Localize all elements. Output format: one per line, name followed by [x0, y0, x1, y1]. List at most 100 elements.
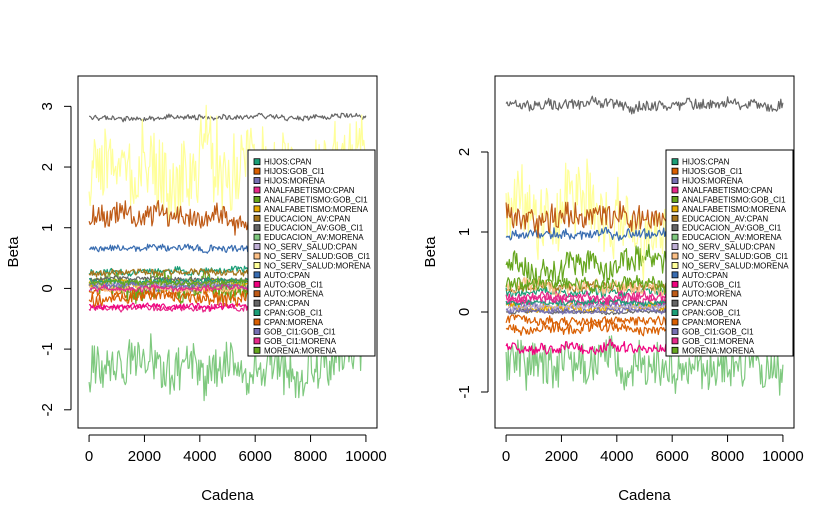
legend-label: CPAN:GOB_CI1	[264, 309, 323, 318]
legend-label: NO_SERV_SALUD:GOB_CI1	[682, 252, 789, 261]
x-axis-label: Cadena	[618, 487, 671, 504]
plot-frame	[494, 75, 795, 429]
legend-label: EDUCACION_AV:CPAN	[264, 214, 350, 223]
legend-swatch	[253, 318, 261, 326]
y-axis-label: Beta	[422, 236, 439, 268]
legend-label: NO_SERV_SALUD:CPAN	[264, 243, 357, 252]
legend-label: AUTO:MORENA	[264, 290, 324, 299]
legend: HIJOS:CPANHIJOS:GOB_CI1HIJOS:MORENAANALF…	[247, 149, 376, 357]
legend-label: ANALFABETISMO:CPAN	[682, 186, 773, 195]
x-tick-label: 8000	[294, 448, 327, 465]
x-tick-label: 2000	[128, 448, 161, 465]
y-tick-label: 0	[456, 308, 473, 316]
legend-swatch	[671, 224, 679, 232]
legend-label: EDUCACION_AV:MORENA	[264, 233, 364, 242]
legend-label: EDUCACION_AV:CPAN	[682, 214, 768, 223]
legend-swatch	[253, 167, 261, 175]
legend-label: NO_SERV_SALUD:CPAN	[682, 243, 775, 252]
series-line-EDUCACION_AV:MORENA	[505, 335, 784, 396]
legend-label: NO_SERV_SALUD:MORENA	[682, 261, 789, 270]
legend-swatch	[253, 309, 261, 316]
y-tick-label: -1	[456, 385, 473, 398]
legend-swatch	[253, 271, 261, 279]
legend-swatch	[671, 271, 679, 279]
legend-box	[665, 149, 794, 357]
x-tick-label: 6000	[655, 448, 688, 465]
legend-label: GOB_CI1:MORENA	[682, 337, 755, 346]
legend-swatch	[253, 196, 261, 203]
y-tick-label: 1	[39, 224, 56, 232]
legend-swatch	[253, 186, 261, 194]
legend-label: CPAN:GOB_CI1	[682, 309, 741, 318]
y-tick-label: -2	[39, 403, 56, 416]
legend-label: MORENA:MORENA	[264, 346, 337, 355]
legend-swatch	[671, 214, 679, 222]
legend-label: AUTO:MORENA	[682, 290, 742, 299]
legend-swatch	[253, 262, 261, 269]
legend-swatch	[671, 167, 679, 175]
legend-label: GOB_CI1:MORENA	[264, 337, 337, 346]
legend-label: AUTO:GOB_CI1	[682, 280, 742, 289]
legend-label: ANALFABETISMO:MORENA	[264, 205, 369, 214]
x-tick-label: 10000	[762, 448, 804, 465]
legend-label: ANALFABETISMO:MORENA	[682, 205, 787, 214]
legend-swatch	[253, 280, 261, 288]
legend-swatch	[253, 224, 261, 232]
legend-swatch	[671, 299, 679, 307]
legend-label: NO_SERV_SALUD:GOB_CI1	[264, 252, 371, 261]
legend-swatch	[671, 262, 679, 269]
legend-label: AUTO:CPAN	[264, 271, 310, 280]
legend-box	[247, 149, 376, 357]
legend-label: HIJOS:CPAN	[264, 158, 312, 167]
x-tick-label: 0	[85, 448, 93, 465]
y-tick-label: 3	[39, 102, 56, 110]
legend-swatch	[671, 205, 679, 213]
legend-swatch	[253, 214, 261, 222]
legend-label: AUTO:GOB_CI1	[264, 280, 324, 289]
legend-label: EDUCACION_AV:GOB_CI1	[682, 224, 782, 233]
legend-label: HIJOS:CPAN	[682, 158, 730, 167]
series-line-EDUCACION_AV:MORENA	[88, 329, 367, 402]
legend-label: EDUCACION_AV:GOB_CI1	[264, 224, 364, 233]
legend-swatch	[671, 233, 679, 241]
legend-swatch	[253, 205, 261, 213]
legend-swatch	[671, 346, 679, 354]
legend-label: HIJOS:MORENA	[682, 177, 744, 186]
x-tick-label: 8000	[711, 448, 744, 465]
legend-swatch	[671, 290, 679, 298]
y-axis: -2 -1 0 1 2 3	[39, 102, 72, 416]
chart-panel-2: 0 2000 4000 6000 8000 10000 Cadena -1 0 1 2 Beta HIJ…	[422, 75, 804, 504]
legend-swatch	[253, 243, 261, 250]
legend-swatch	[671, 177, 679, 184]
y-tick-label: 0	[39, 284, 56, 292]
legend-swatch	[671, 328, 679, 335]
legend-label: HIJOS:GOB_CI1	[264, 167, 325, 176]
legend-label: ANALFABETISMO:GOB_CI1	[682, 195, 786, 204]
x-axis: 0 2000 4000 6000 8000 10000	[502, 434, 804, 465]
legend-swatch	[671, 337, 679, 345]
legend-swatch	[671, 158, 679, 166]
legend-label: GOB_CI1:GOB_CI1	[682, 327, 754, 336]
legend-label: CPAN:CPAN	[682, 299, 728, 308]
chart-panel-1: 0 2000 4000 6000 8000 10000 Cadena -2 -1 0 1 2 3 Beta…	[5, 75, 387, 504]
series-line-EDUCACION_AV:GOB_CI1	[505, 95, 784, 115]
legend-label: NO_SERV_SALUD:MORENA	[264, 261, 371, 270]
legend-swatch	[671, 318, 679, 326]
legend-label: CPAN:MORENA	[682, 318, 742, 327]
legend-swatch	[253, 299, 261, 307]
legend-swatch	[671, 280, 679, 288]
legend-label: EDUCACION_AV:MORENA	[682, 233, 782, 242]
legend-label: HIJOS:GOB_CI1	[682, 167, 743, 176]
legend-swatch	[253, 177, 261, 184]
y-tick-label: 1	[456, 228, 473, 236]
legend-swatch	[671, 186, 679, 194]
y-tick-label: 2	[456, 148, 473, 156]
x-tick-label: 0	[502, 448, 510, 465]
y-tick-label: -1	[39, 342, 56, 355]
legend-label: CPAN:CPAN	[264, 299, 310, 308]
legend-swatch	[671, 243, 679, 250]
x-tick-label: 6000	[238, 448, 271, 465]
legend-swatch	[671, 196, 679, 203]
x-axis-label: Cadena	[201, 487, 254, 504]
y-axis-label: Beta	[5, 236, 22, 268]
